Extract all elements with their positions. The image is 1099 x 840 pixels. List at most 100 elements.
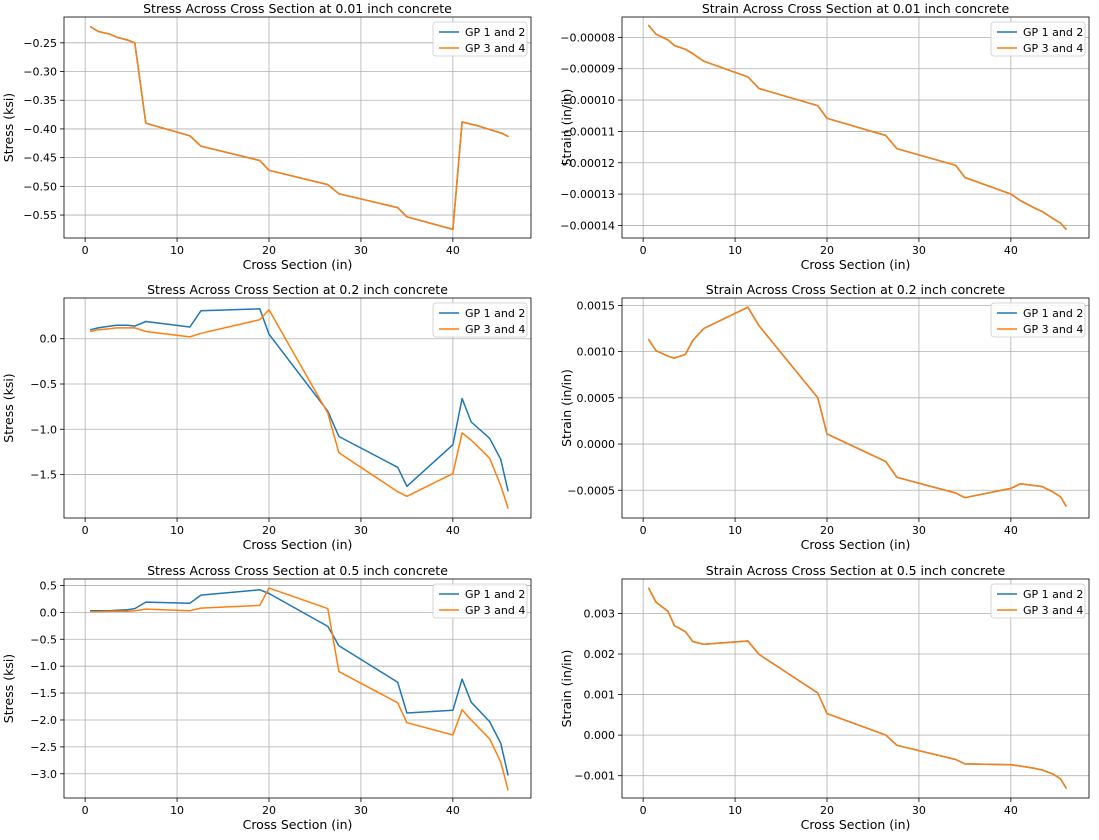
series-line-gp-3-and-4: [647, 306, 1067, 507]
legend-label: GP 3 and 4: [465, 323, 525, 336]
subplot-2: 0 10 20 30 40 −0.00008 −0.00009 −0.00010 −0.0001…: [559, 1, 1090, 272]
x-tick-label: 0: [640, 244, 647, 257]
y-tick-label: −0.35: [23, 94, 57, 107]
y-tick-label: −1.0: [30, 423, 57, 436]
x-axis-label: Cross Section (in): [243, 257, 353, 272]
x-tick-label: 30: [912, 524, 926, 537]
subplot-6: 0 10 20 30 40 0.003 0.002 0.001 0.000 −0.001 Strai…: [559, 563, 1090, 832]
x-tick-label: 20: [262, 804, 276, 817]
x-tick-label: 30: [354, 804, 368, 817]
axes-frame: [63, 297, 532, 519]
y-axis-label: Stress (ksi): [1, 654, 16, 723]
y-tick-label: −0.00010: [560, 94, 615, 107]
x-tick-label: 0: [640, 804, 647, 817]
legend: GP 1 and 2 GP 3 and 4: [990, 21, 1086, 57]
subplot-4: 0 10 20 30 40 0.0015 0.0010 0.0005 0.0000 −0.0005…: [559, 282, 1090, 552]
x-tick-label: 40: [446, 244, 460, 257]
y-tick-label: 0.0015: [577, 299, 616, 312]
chart-title: Stress Across Cross Section at 0.5 inch …: [147, 563, 448, 578]
legend-label: GP 3 and 4: [1023, 323, 1083, 336]
y-tick-label: −0.00009: [560, 63, 615, 76]
y-tick-label: 0.0005: [577, 392, 616, 405]
y-tick-label: −3.0: [30, 768, 57, 781]
x-tick-label: 10: [728, 244, 742, 257]
x-tick-label: 10: [170, 804, 184, 817]
chart-title: Strain Across Cross Section at 0.5 inch …: [706, 563, 1006, 578]
x-axis-label: Cross Section (in): [801, 817, 911, 832]
y-tick-label: −2.5: [30, 741, 57, 754]
y-tick-label: 0.0000: [577, 438, 616, 451]
y-tick-label: −0.0005: [567, 484, 615, 497]
legend: GP 1 and 2 GP 3 and 4: [432, 583, 528, 619]
y-tick-label: −0.00008: [560, 31, 615, 44]
y-tick-label: 0.000: [584, 729, 616, 742]
x-tick-label: 20: [820, 524, 834, 537]
x-tick-label: 10: [170, 524, 184, 537]
y-tick-label: −1.5: [30, 469, 57, 482]
x-tick-label: 40: [1004, 524, 1018, 537]
legend-label: GP 1 and 2: [465, 307, 525, 320]
y-tick-label: −0.5: [30, 633, 57, 646]
x-tick-label: 0: [82, 524, 89, 537]
legend: GP 1 and 2 GP 3 and 4: [432, 302, 528, 338]
chart-title: Stress Across Cross Section at 0.2 inch …: [147, 282, 448, 297]
legend: GP 1 and 2 GP 3 and 4: [990, 583, 1086, 619]
x-axis-label: Cross Section (in): [243, 817, 353, 832]
y-tick-label: 0.002: [584, 648, 616, 661]
chart-title: Strain Across Cross Section at 0.01 inch…: [702, 1, 1010, 16]
series-line-gp-3-and-4: [89, 26, 509, 231]
x-tick-label: 0: [82, 244, 89, 257]
axes-frame: [63, 578, 532, 799]
legend-label: GP 1 and 2: [1023, 26, 1083, 39]
y-tick-label: −0.00014: [560, 219, 615, 232]
y-tick-label: 0.5: [40, 579, 58, 592]
y-tick-label: −0.55: [23, 209, 57, 222]
y-tick-label: 0.0: [40, 606, 58, 619]
legend-label: GP 1 and 2: [1023, 588, 1083, 601]
x-tick-label: 20: [262, 524, 276, 537]
x-tick-label: 20: [820, 244, 834, 257]
subplot-1: 0 10 20 30 40 −0.25 −0.30 −0.35 −0.40 −0.45 −0.50 −…: [1, 1, 532, 272]
series-line-gp-3-and-4: [647, 587, 1067, 789]
y-tick-label: −0.50: [23, 180, 57, 193]
chart-title: Strain Across Cross Section at 0.2 inch …: [706, 282, 1006, 297]
x-tick-label: 30: [354, 244, 368, 257]
legend-label: GP 3 and 4: [1023, 604, 1083, 617]
x-tick-label: 0: [82, 804, 89, 817]
y-axis-label: Strain (in/in): [559, 650, 574, 728]
x-axis-label: Cross Section (in): [243, 537, 353, 552]
legend: GP 1 and 2 GP 3 and 4: [432, 21, 528, 57]
x-tick-label: 40: [1004, 804, 1018, 817]
x-axis-label: Cross Section (in): [801, 257, 911, 272]
axes-frame: [621, 297, 1090, 519]
legend-label: GP 3 and 4: [465, 604, 525, 617]
x-tick-label: 30: [912, 804, 926, 817]
y-tick-label: 0.003: [584, 607, 616, 620]
y-axis-label: Stress (ksi): [1, 373, 16, 442]
legend-label: GP 1 and 2: [1023, 307, 1083, 320]
x-tick-label: 10: [728, 804, 742, 817]
legend-label: GP 3 and 4: [465, 42, 525, 55]
y-tick-label: 0.0: [40, 333, 58, 346]
x-tick-label: 0: [640, 524, 647, 537]
y-tick-label: −0.25: [23, 37, 57, 50]
x-axis-label: Cross Section (in): [801, 537, 911, 552]
x-tick-label: 30: [354, 524, 368, 537]
subplot-3: 0 10 20 30 40 0.0 −0.5 −1.0 −1.5 Stress Across Cr…: [1, 282, 532, 552]
x-tick-label: 20: [820, 804, 834, 817]
y-tick-label: 0.0010: [577, 346, 616, 359]
legend: GP 1 and 2 GP 3 and 4: [990, 302, 1086, 338]
series-line-gp-3-and-4: [647, 24, 1067, 230]
series-line-gp-1-and-2: [89, 589, 509, 776]
chart-title: Stress Across Cross Section at 0.01 inch…: [143, 1, 452, 16]
y-tick-label: −0.30: [23, 66, 57, 79]
legend-label: GP 1 and 2: [465, 26, 525, 39]
y-tick-label: −0.00013: [560, 188, 615, 201]
x-tick-label: 40: [446, 804, 460, 817]
x-tick-label: 10: [728, 524, 742, 537]
y-tick-label: −1.5: [30, 687, 57, 700]
y-axis-label: Strain (in/in): [559, 89, 574, 167]
subplot-5: 0 10 20 30 40 0.5 0.0 −0.5 −1.0 −1.5 −2.0 −2.5 −3.0 S…: [1, 563, 532, 832]
y-axis-label: Stress (ksi): [1, 93, 16, 162]
